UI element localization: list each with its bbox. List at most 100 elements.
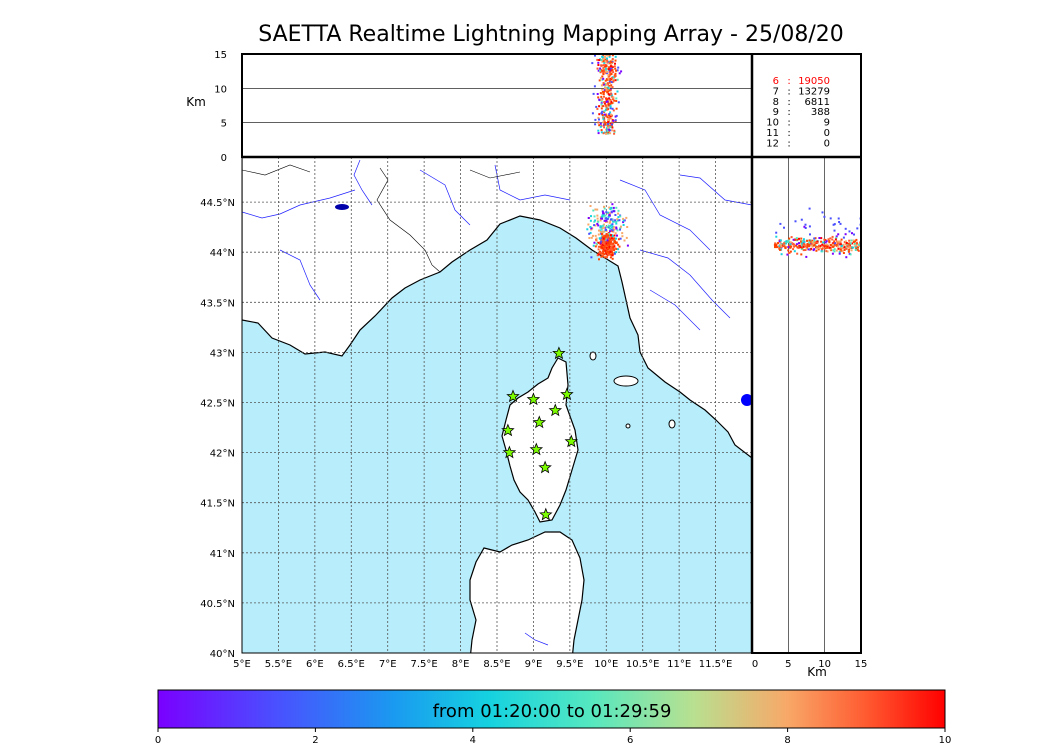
lightning-point — [589, 231, 592, 234]
lightning-point — [601, 88, 604, 91]
lightning-point — [609, 132, 612, 135]
lightning-point — [834, 238, 837, 241]
lightning-point — [795, 243, 798, 246]
lightning-point — [808, 243, 811, 246]
lightning-point — [775, 243, 778, 246]
lightning-point — [824, 241, 827, 244]
lightning-point — [610, 237, 613, 240]
lightning-point — [593, 85, 596, 88]
lightning-point — [609, 122, 612, 125]
lightning-point — [614, 92, 617, 95]
lake — [335, 204, 349, 210]
lightning-point — [604, 79, 607, 82]
lightning-point — [816, 245, 819, 248]
lightning-point — [606, 236, 609, 239]
lightning-point — [603, 223, 605, 226]
lightning-point — [609, 68, 611, 71]
lightning-point — [774, 242, 777, 245]
lightning-point — [602, 54, 605, 57]
lightning-point — [602, 67, 605, 70]
corsica-land — [501, 357, 579, 523]
lightning-point — [590, 227, 593, 230]
lightning-point — [614, 75, 617, 77]
lightning-point — [614, 55, 617, 58]
lightning-point — [613, 129, 616, 132]
lightning-point — [614, 247, 617, 250]
lightning-point — [595, 242, 598, 245]
lightning-point — [826, 245, 829, 248]
lightning-point — [813, 237, 816, 240]
lightning-point — [607, 121, 610, 124]
lightning-point — [611, 246, 614, 249]
lightning-point — [608, 241, 611, 244]
lightning-point — [834, 244, 837, 247]
lightning-point — [610, 246, 612, 249]
lightning-point — [608, 252, 611, 255]
rivers — [242, 159, 752, 646]
lightning-point — [614, 72, 617, 75]
lightning-point — [616, 218, 619, 221]
lightning-point — [606, 240, 609, 243]
lightning-point — [607, 117, 610, 120]
lat-tick-label: 43.5°N — [200, 298, 235, 309]
lightning-point — [789, 243, 792, 246]
lightning-point — [603, 101, 606, 104]
lightning-point — [601, 245, 604, 248]
lightning-point — [603, 242, 606, 245]
lightning-point — [597, 224, 600, 227]
lightning-point — [607, 131, 610, 134]
map-lightning-sources — [586, 203, 629, 261]
lightning-point — [613, 252, 616, 255]
lat-tick-label: 42.5°N — [200, 398, 235, 409]
lightning-point — [611, 58, 614, 60]
lightning-point — [603, 226, 606, 229]
lightning-point — [619, 228, 621, 231]
lightning-point — [778, 240, 781, 243]
lightning-point — [597, 129, 600, 132]
lightning-point — [609, 85, 612, 88]
lightning-point — [783, 241, 786, 244]
lightning-point — [609, 89, 612, 92]
lightning-point — [595, 237, 598, 240]
lat-tick-label: 40°N — [210, 649, 235, 660]
lightning-point — [815, 245, 818, 248]
lightning-point — [821, 248, 824, 251]
lightning-point — [596, 58, 599, 61]
lightning-point — [603, 65, 606, 68]
lon-tick-label: 10°E — [594, 659, 618, 670]
lightning-point — [783, 226, 785, 229]
lightning-point — [605, 105, 608, 108]
lightning-point — [776, 246, 778, 249]
lightning-point — [616, 69, 619, 72]
lightning-point — [604, 61, 607, 64]
lightning-point — [800, 253, 803, 256]
lightning-point — [802, 249, 805, 252]
lon-tick-label: 7°E — [379, 659, 397, 670]
lightning-point — [804, 249, 807, 251]
lightning-point — [831, 252, 834, 255]
lightning-point — [610, 69, 613, 72]
lightning-point — [852, 241, 855, 243]
lightning-point — [605, 132, 607, 135]
lightning-point — [622, 221, 625, 224]
lightning-point — [594, 245, 597, 248]
count-separator: : — [787, 97, 790, 108]
lightning-point — [806, 244, 809, 247]
lightning-point — [857, 246, 859, 249]
lightning-point — [602, 224, 604, 227]
lightning-point — [610, 67, 613, 70]
station-star-icon — [548, 403, 563, 417]
lightning-point — [787, 252, 790, 254]
lightning-point — [599, 69, 601, 72]
lightning-point — [600, 228, 603, 231]
lightning-point — [839, 246, 842, 249]
lightning-point — [800, 237, 803, 240]
lightning-point — [602, 214, 605, 217]
lightning-point — [773, 244, 776, 246]
lightning-point — [603, 219, 606, 222]
lightning-point — [604, 58, 606, 61]
lightning-point — [841, 247, 844, 250]
lightning-point — [616, 78, 619, 81]
lightning-point — [608, 81, 611, 84]
